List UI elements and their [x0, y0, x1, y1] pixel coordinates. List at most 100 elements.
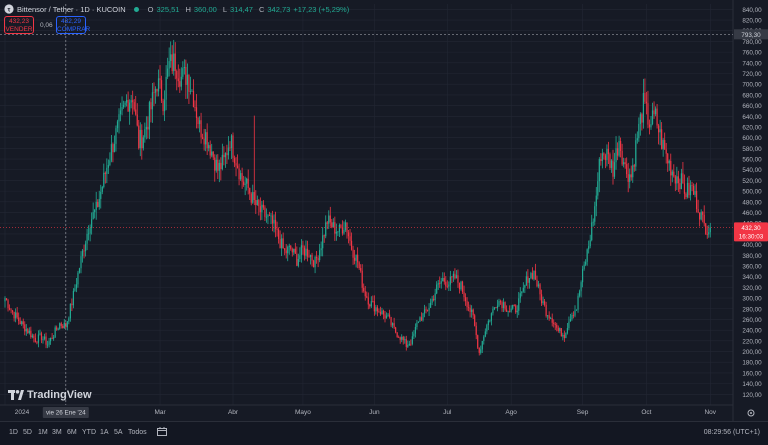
candle-body	[89, 228, 91, 234]
candle-body	[278, 229, 280, 240]
candle-body	[159, 78, 161, 81]
candle-body	[118, 114, 120, 122]
candle-body	[103, 172, 105, 187]
crosshair-date-tag	[42, 407, 89, 418]
candle-body	[156, 89, 158, 92]
candle-body	[475, 325, 477, 336]
candle-body	[632, 165, 634, 178]
sell-button[interactable]: 432,23 VENDER	[4, 16, 34, 34]
candle-body	[116, 121, 119, 129]
candle-body	[460, 281, 462, 290]
candle-body	[463, 292, 465, 298]
timeframe-5d-button[interactable]: 5D	[23, 429, 32, 436]
candle-body	[369, 304, 371, 307]
candle-body	[501, 302, 503, 309]
candle-body	[706, 234, 708, 236]
candle-body	[323, 235, 325, 237]
candle-body	[363, 287, 365, 292]
candle-body	[434, 293, 436, 301]
candle-body	[160, 80, 163, 101]
candle-body	[474, 315, 476, 326]
candle-body	[34, 338, 36, 343]
candle-body	[533, 270, 535, 280]
candle-body	[349, 236, 351, 241]
candle-body	[410, 343, 412, 345]
calendar-range-icon[interactable]	[157, 427, 167, 436]
candle-body	[332, 222, 334, 228]
y-tick-label: 380,00	[742, 253, 762, 260]
candle-body	[452, 273, 454, 278]
candle-body	[613, 162, 616, 177]
timeframe-1a-button[interactable]: 1A	[100, 429, 109, 436]
candle-body	[282, 238, 284, 249]
candle-body	[335, 231, 337, 234]
candle-body	[691, 185, 693, 187]
candle-body	[676, 176, 678, 184]
candle-body	[455, 275, 458, 279]
candle-body	[309, 254, 312, 257]
x-tick-label: Abr	[228, 409, 239, 416]
candle-body	[580, 282, 582, 292]
candle-body	[661, 129, 663, 150]
axis-settings-icon[interactable]	[747, 409, 755, 417]
candle-body	[499, 301, 502, 303]
candle-body	[148, 102, 150, 130]
timeframe-all-button[interactable]: Todos	[128, 429, 147, 436]
timeframe-5a-button[interactable]: 5A	[114, 429, 123, 436]
candle-body	[276, 229, 278, 230]
candle-body	[69, 303, 71, 319]
candle-body	[182, 68, 184, 77]
candle-body	[180, 76, 182, 87]
candle-body	[612, 160, 614, 177]
candle-body	[626, 164, 628, 175]
timeframe-1d-button[interactable]: 1D	[9, 429, 18, 436]
buy-label: COMPRAR	[57, 26, 91, 33]
candle-body	[586, 249, 588, 262]
candle-body	[144, 129, 146, 138]
candle-body	[244, 183, 246, 185]
candle-body	[620, 141, 622, 151]
timeframe-ytd-button[interactable]: YTD	[82, 429, 96, 436]
candle-body	[56, 327, 58, 330]
candle-body	[31, 335, 33, 338]
candle-body	[211, 151, 213, 156]
candle-body	[294, 248, 296, 254]
candle-body	[407, 344, 409, 347]
candle-body	[496, 305, 499, 309]
candle-body	[648, 124, 651, 128]
candle-body	[145, 126, 147, 130]
symbol-title[interactable]: Bittensor / Tether · 1D · KUCOIN	[17, 4, 126, 14]
candle-body	[398, 336, 400, 338]
candle-body	[212, 151, 214, 158]
candle-body	[28, 330, 30, 334]
y-tick-label: 620,00	[742, 124, 762, 131]
candle-body	[516, 310, 518, 313]
candle-body	[198, 120, 201, 125]
current-price-tag	[734, 222, 768, 242]
timeframe-1m-button[interactable]: 1M	[38, 429, 48, 436]
timeframe-6m-button[interactable]: 6M	[67, 429, 77, 436]
y-tick-label: 320,00	[742, 285, 762, 292]
timeframe-3m-button[interactable]: 3M	[52, 429, 62, 436]
buy-button[interactable]: 432,29 COMPRAR	[56, 16, 91, 34]
candle-body	[261, 204, 263, 213]
candle-body	[176, 70, 178, 79]
candle-body	[379, 311, 382, 315]
candle-body	[347, 232, 350, 237]
candle-body	[556, 324, 558, 328]
candle-body	[311, 254, 313, 261]
candle-body	[454, 273, 456, 279]
candle-body	[71, 303, 73, 306]
candle-body	[119, 110, 122, 115]
y-tick-label: 840,00	[742, 7, 762, 14]
candle-body	[411, 336, 413, 344]
candle-body	[601, 153, 603, 162]
candle-body	[341, 227, 344, 234]
y-tick-label: 500,00	[742, 189, 762, 196]
clock[interactable]: 08:29:56 (UTC+1)	[703, 429, 760, 436]
candle-body	[461, 281, 464, 293]
candle-body	[130, 100, 132, 103]
candle-body	[387, 314, 389, 316]
candle-body	[240, 173, 242, 180]
